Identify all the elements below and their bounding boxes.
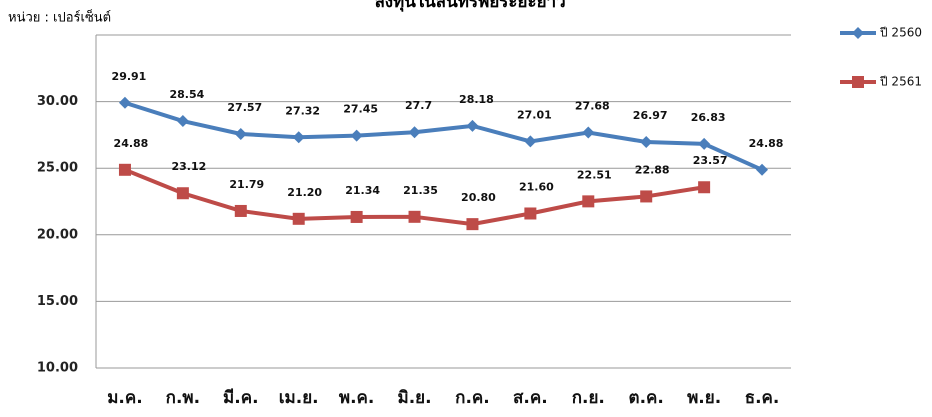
marker bbox=[852, 76, 864, 88]
marker bbox=[350, 210, 363, 223]
marker bbox=[466, 218, 479, 231]
value-label: 23.57 bbox=[693, 154, 728, 167]
marker bbox=[408, 210, 421, 223]
x-tick-label: ก.ค. bbox=[455, 388, 490, 408]
value-label: 21.34 bbox=[345, 184, 380, 197]
value-label: 27.32 bbox=[285, 104, 320, 117]
marker bbox=[292, 131, 305, 144]
value-label: 23.12 bbox=[171, 160, 206, 173]
value-label: 28.54 bbox=[169, 88, 204, 101]
x-tick-label: ก.ย. bbox=[572, 388, 605, 408]
x-tick-label: มิ.ย. bbox=[397, 388, 431, 408]
chart-title: ลงทุนในสินทรัพย์ระยะยาว bbox=[374, 0, 565, 12]
y-tick-label: 30.00 bbox=[37, 94, 78, 109]
marker bbox=[466, 119, 479, 132]
marker bbox=[292, 212, 305, 225]
y-tick-label: 20.00 bbox=[37, 227, 78, 242]
value-label: 22.88 bbox=[635, 163, 670, 176]
marker bbox=[698, 181, 711, 194]
value-label: 21.20 bbox=[287, 186, 322, 199]
value-label: 29.91 bbox=[112, 70, 147, 83]
marker bbox=[408, 126, 421, 139]
y-tick-label: 10.00 bbox=[37, 361, 78, 376]
x-tick-label: ส.ค. bbox=[513, 388, 548, 408]
y-tick-label: 25.00 bbox=[37, 161, 78, 176]
x-tick-label: ม.ค. bbox=[107, 388, 143, 408]
marker bbox=[350, 129, 363, 142]
value-label: 27.45 bbox=[343, 103, 378, 116]
value-label: 22.51 bbox=[577, 168, 612, 181]
marker bbox=[524, 207, 537, 220]
value-label: 21.60 bbox=[519, 180, 554, 193]
value-label: 21.35 bbox=[403, 184, 438, 197]
legend-label: ปี 2560 bbox=[879, 26, 922, 40]
value-label: 21.79 bbox=[229, 178, 264, 191]
x-tick-label: ก.พ. bbox=[166, 388, 200, 408]
x-tick-label: ธ.ค. bbox=[745, 388, 780, 408]
marker bbox=[582, 126, 595, 139]
value-label: 27.7 bbox=[405, 99, 432, 112]
value-label: 27.57 bbox=[227, 101, 262, 114]
marker bbox=[176, 115, 189, 128]
marker bbox=[852, 27, 864, 39]
x-tick-label: มี.ค. bbox=[223, 387, 259, 408]
value-label: 28.18 bbox=[459, 93, 494, 106]
marker bbox=[176, 187, 189, 200]
value-label: 24.88 bbox=[749, 137, 784, 150]
marker bbox=[698, 137, 711, 150]
x-tick-label: พ.ย. bbox=[687, 388, 721, 408]
legend-label: ปี 2561 bbox=[879, 75, 922, 89]
value-label: 24.88 bbox=[114, 137, 149, 150]
marker bbox=[524, 135, 537, 148]
x-tick-label: พ.ค. bbox=[339, 388, 375, 408]
y-tick-label: 15.00 bbox=[37, 294, 78, 309]
marker bbox=[756, 163, 769, 176]
series-line bbox=[124, 100, 763, 172]
value-label: 26.97 bbox=[633, 109, 668, 122]
marker bbox=[118, 96, 131, 109]
unit-label: หน่วย : เปอร์เซ็นต์ bbox=[8, 8, 111, 26]
marker bbox=[234, 204, 247, 217]
x-tick-label: ต.ค. bbox=[629, 388, 664, 408]
value-label: 27.68 bbox=[575, 100, 610, 113]
marker bbox=[234, 127, 247, 140]
marker bbox=[640, 190, 653, 203]
value-label: 27.01 bbox=[517, 108, 552, 121]
marker bbox=[640, 135, 653, 148]
x-tick-label: เม.ย. bbox=[279, 388, 319, 408]
value-label: 26.83 bbox=[691, 111, 726, 124]
value-label: 20.80 bbox=[461, 191, 496, 204]
marker bbox=[582, 195, 595, 208]
marker bbox=[118, 163, 131, 176]
